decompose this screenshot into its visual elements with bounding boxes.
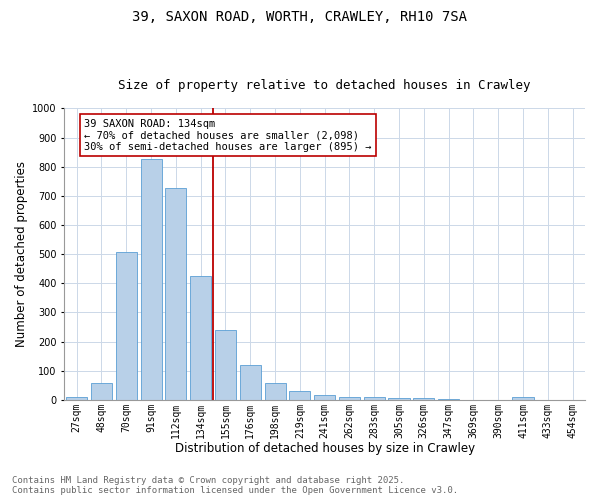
Bar bbox=[66, 398, 87, 400]
Bar bbox=[413, 398, 434, 400]
Bar bbox=[240, 366, 261, 400]
Bar bbox=[265, 383, 286, 400]
Bar bbox=[166, 188, 187, 400]
Y-axis label: Number of detached properties: Number of detached properties bbox=[15, 161, 28, 347]
Bar bbox=[438, 399, 459, 400]
Text: 39 SAXON ROAD: 134sqm
← 70% of detached houses are smaller (2,098)
30% of semi-d: 39 SAXON ROAD: 134sqm ← 70% of detached … bbox=[84, 118, 371, 152]
Bar bbox=[91, 383, 112, 400]
Bar bbox=[314, 396, 335, 400]
Bar bbox=[388, 398, 410, 400]
Bar bbox=[364, 397, 385, 400]
X-axis label: Distribution of detached houses by size in Crawley: Distribution of detached houses by size … bbox=[175, 442, 475, 455]
Bar bbox=[215, 330, 236, 400]
Text: Contains HM Land Registry data © Crown copyright and database right 2025.
Contai: Contains HM Land Registry data © Crown c… bbox=[12, 476, 458, 495]
Bar bbox=[512, 398, 533, 400]
Bar bbox=[339, 397, 360, 400]
Bar bbox=[289, 391, 310, 400]
Bar bbox=[116, 252, 137, 400]
Title: Size of property relative to detached houses in Crawley: Size of property relative to detached ho… bbox=[118, 79, 531, 92]
Bar bbox=[190, 276, 211, 400]
Bar bbox=[140, 160, 161, 400]
Text: 39, SAXON ROAD, WORTH, CRAWLEY, RH10 7SA: 39, SAXON ROAD, WORTH, CRAWLEY, RH10 7SA bbox=[133, 10, 467, 24]
